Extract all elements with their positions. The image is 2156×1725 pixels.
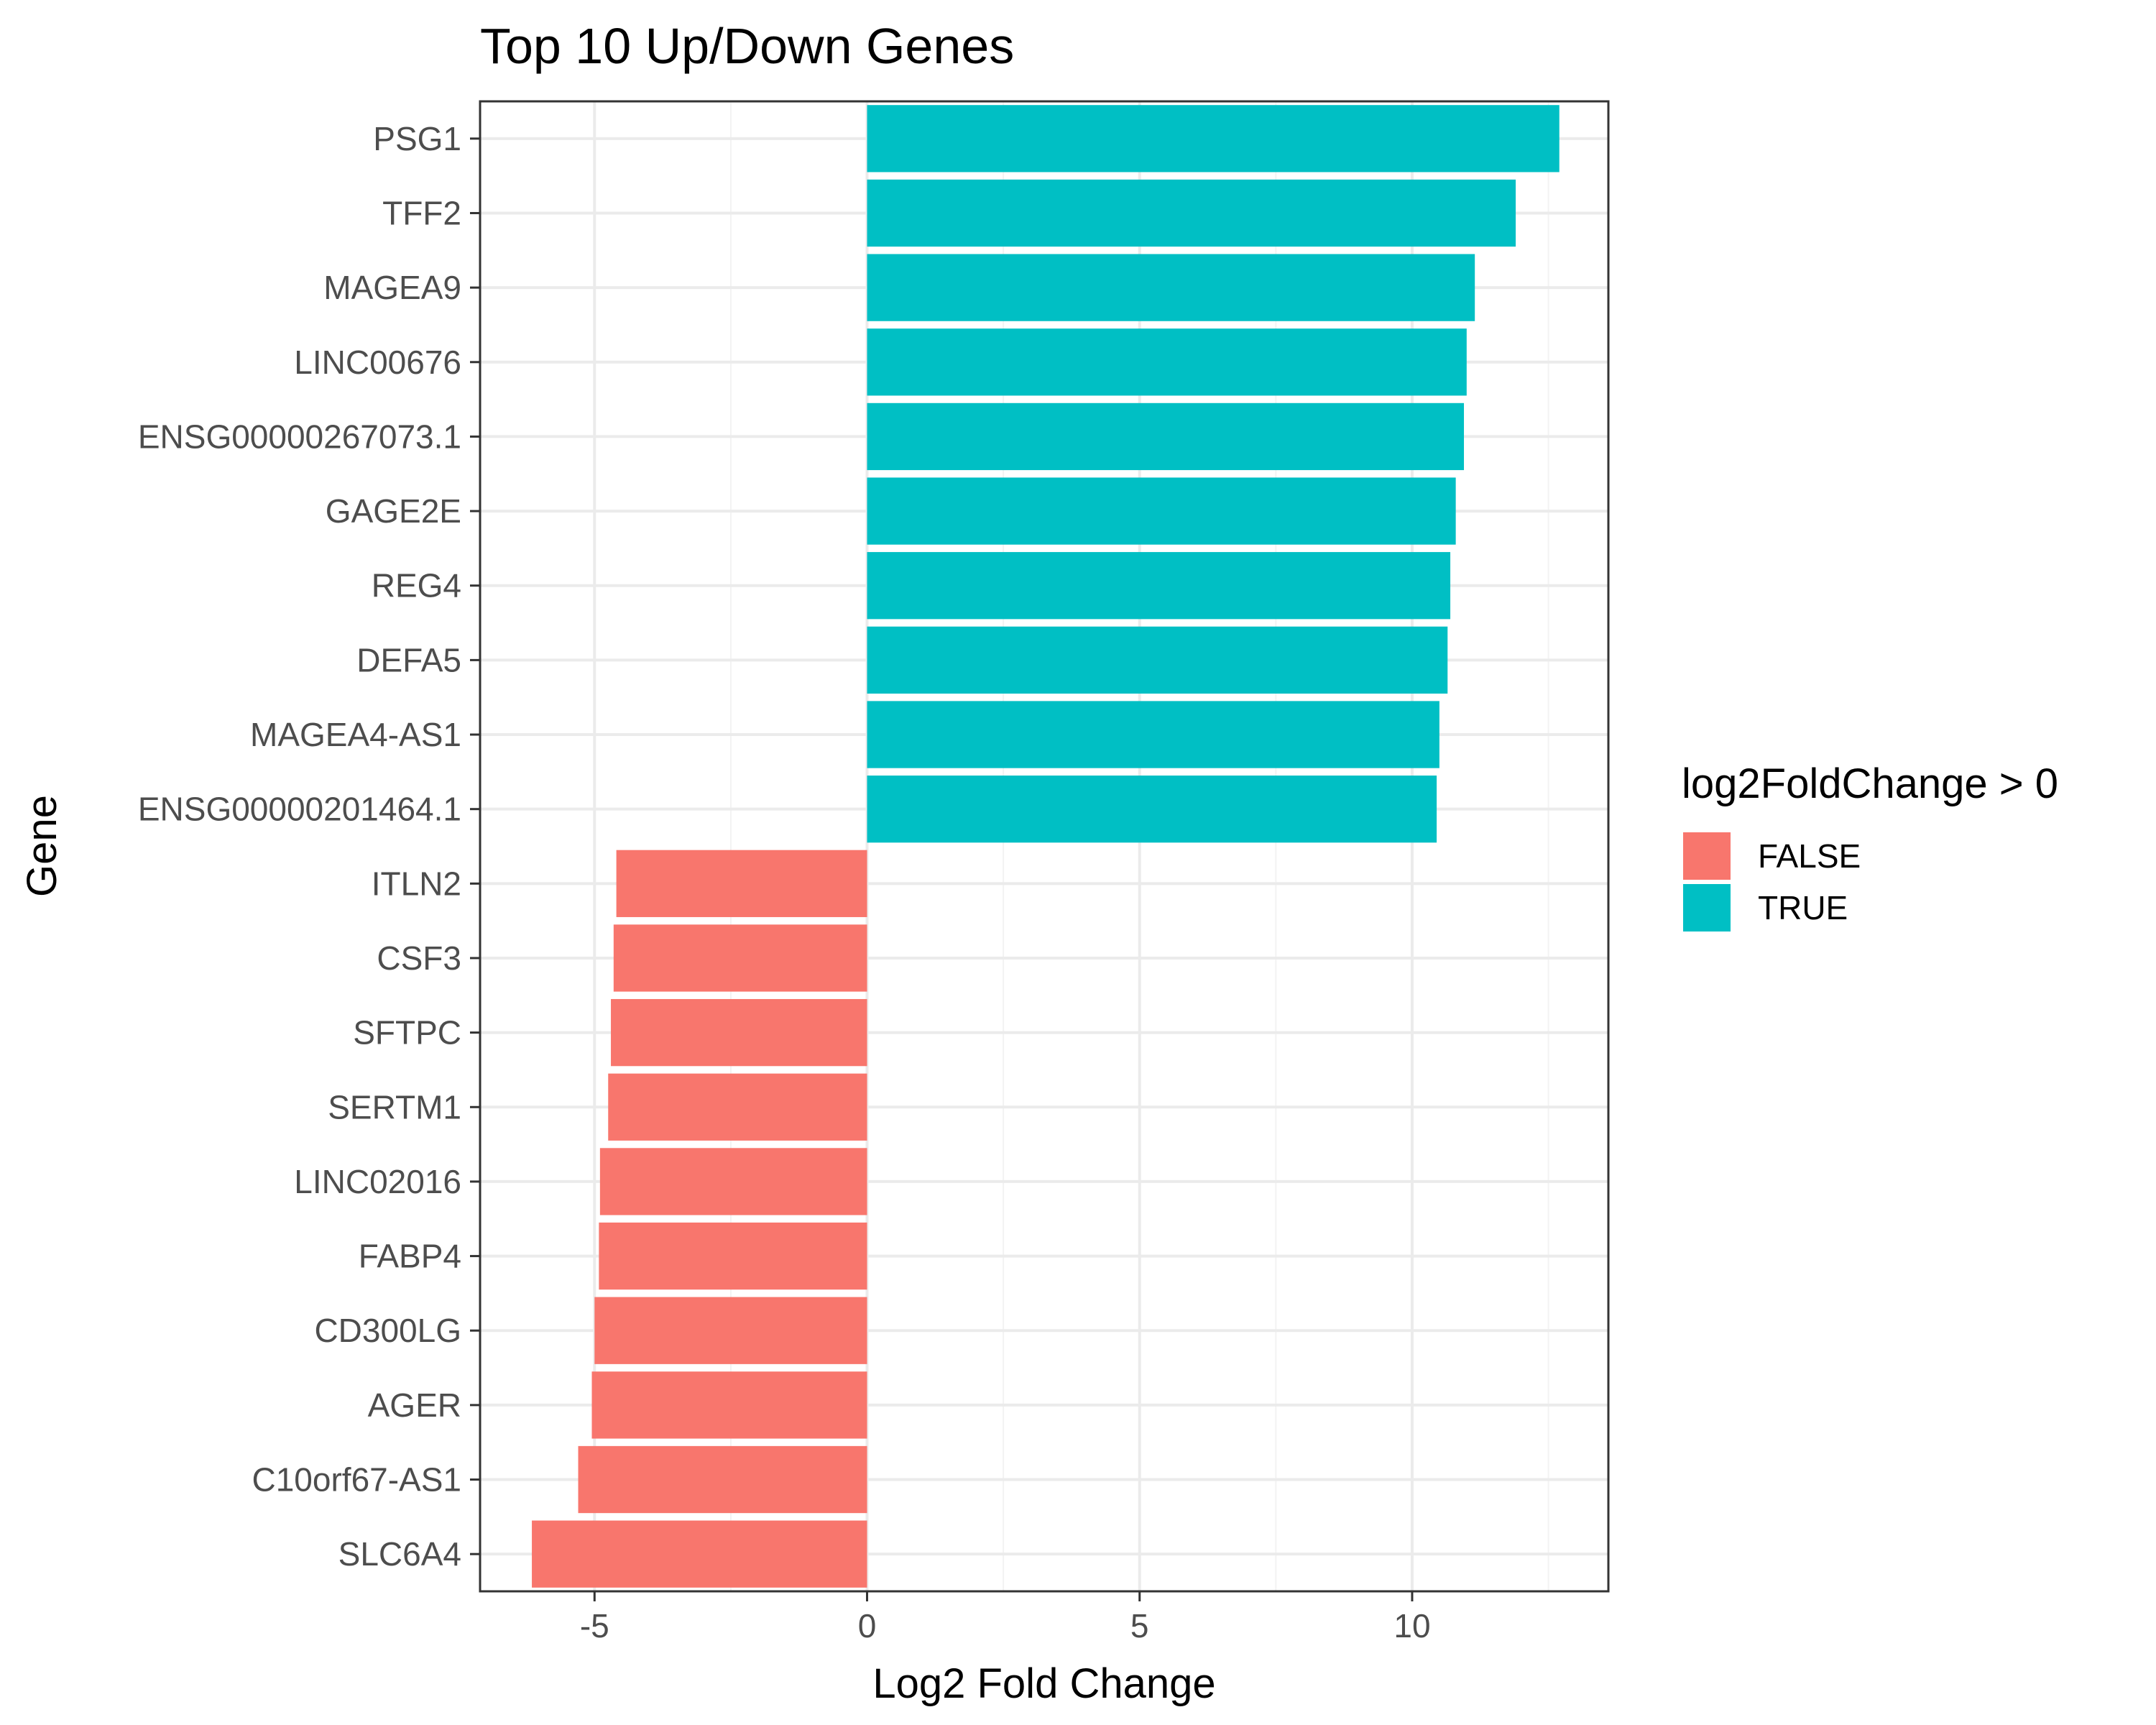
y-axis: PSG1 TFF2 MAGEA9 LINC00676 ENSG00000267073.1… — [138, 120, 480, 1573]
y-tick-label: DEFA5 — [356, 641, 461, 678]
y-tick-label: CD300LG — [314, 1312, 461, 1349]
bar-ensg00000267073-1 — [867, 402, 1465, 471]
bar-tff2 — [867, 179, 1516, 247]
y-tick-label: ENSG00000267073.1 — [138, 418, 461, 455]
bar-magea4-as1 — [867, 701, 1439, 768]
bar-slc6a4 — [532, 1520, 867, 1588]
y-tick-label: LINC02016 — [294, 1163, 461, 1200]
bar-fabp4 — [599, 1222, 867, 1290]
panel-border — [479, 100, 1610, 1593]
y-tick-label: REG4 — [372, 567, 461, 604]
bar-psg1 — [867, 105, 1560, 172]
y-tick-label: SERTM1 — [328, 1088, 461, 1126]
bar-ager — [591, 1371, 867, 1439]
bar-gage2e — [867, 477, 1456, 545]
bar-c10orf67-as1 — [578, 1445, 867, 1514]
bar-cd300lg — [594, 1297, 867, 1364]
bar-linc02016 — [599, 1148, 867, 1215]
y-tick-label: FABP4 — [359, 1238, 461, 1275]
y-axis-title: Gene — [19, 795, 65, 897]
bars — [532, 105, 1560, 1588]
legend-key-true — [1683, 884, 1731, 932]
panel-background — [480, 101, 1608, 1591]
y-tick-label: AGER — [368, 1386, 461, 1424]
y-tick-label: TFF2 — [382, 194, 461, 231]
y-tick-label: C10orf67-AS1 — [252, 1461, 462, 1499]
y-tick-label: SLC6A4 — [338, 1535, 461, 1573]
legend-title: log2FoldChange > 0 — [1682, 760, 2058, 807]
y-tick-label: CSF3 — [377, 939, 461, 977]
legend-label-false: FALSE — [1758, 837, 1861, 875]
bar-sftpc — [611, 998, 867, 1067]
bar-linc00676 — [867, 328, 1467, 396]
legend-key-false — [1683, 832, 1731, 880]
y-tick-label: ITLN2 — [372, 865, 461, 902]
y-tick-label: PSG1 — [373, 120, 461, 157]
x-axis: -5 0 5 10 — [580, 1591, 1431, 1644]
x-tick-label: 10 — [1393, 1607, 1430, 1644]
bar-ensg00000201464-1 — [867, 776, 1437, 843]
x-tick-label: 0 — [858, 1607, 877, 1644]
y-tick-label: SFTPC — [353, 1014, 461, 1052]
y-tick-label: LINC00676 — [294, 344, 461, 381]
bar-magea9 — [867, 254, 1475, 321]
plot-panel — [479, 100, 1610, 1593]
legend-label-true: TRUE — [1758, 889, 1848, 926]
x-axis-title: Log2 Fold Change — [872, 1660, 1215, 1707]
bar-itln2 — [616, 850, 867, 917]
bar-reg4 — [867, 552, 1451, 620]
bar-sertm1 — [608, 1073, 867, 1141]
x-tick-label: 5 — [1130, 1607, 1149, 1644]
bar-csf3 — [613, 924, 867, 992]
bar-defa5 — [867, 626, 1448, 694]
y-tick-label: GAGE2E — [326, 492, 461, 530]
y-tick-label: MAGEA9 — [323, 269, 461, 306]
legend: log2FoldChange > 0 FALSE TRUE — [1682, 760, 2058, 932]
y-tick-label: MAGEA4-AS1 — [250, 716, 461, 753]
y-tick-label: ENSG00000201464.1 — [138, 791, 461, 828]
x-tick-label: -5 — [580, 1607, 609, 1644]
chart-title: Top 10 Up/Down Genes — [480, 18, 1014, 74]
